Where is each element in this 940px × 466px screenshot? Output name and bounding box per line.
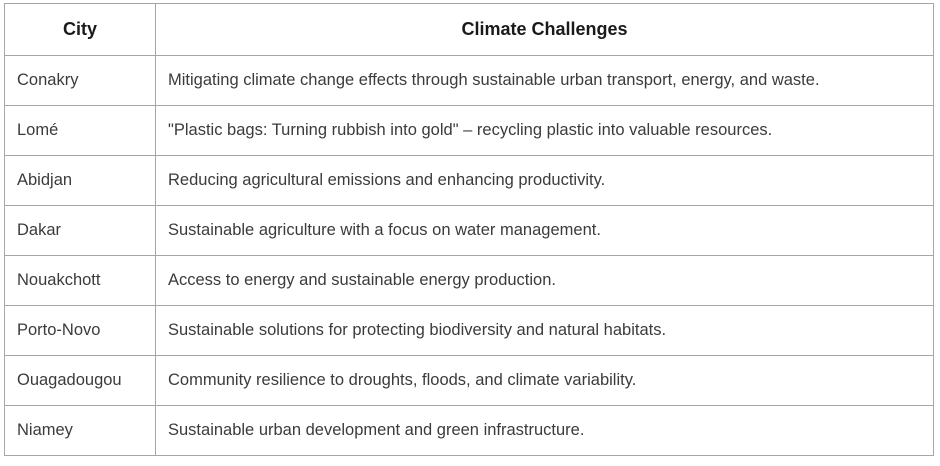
challenge-cell: Reducing agricultural emissions and enha… [155, 155, 934, 206]
city-cell: Dakar [4, 205, 156, 256]
table-row: Ouagadougou Community resilience to drou… [4, 355, 934, 406]
column-header-challenges: Climate Challenges [155, 3, 934, 56]
table-row: Dakar Sustainable agriculture with a foc… [4, 205, 934, 256]
challenge-cell: Sustainable urban development and green … [155, 405, 934, 456]
city-cell: Ouagadougou [4, 355, 156, 406]
challenge-cell: Sustainable agriculture with a focus on … [155, 205, 934, 256]
column-header-city: City [4, 3, 156, 56]
table-row: Nouakchott Access to energy and sustaina… [4, 255, 934, 306]
header-row: City Climate Challenges [4, 3, 934, 56]
table-row: Niamey Sustainable urban development and… [4, 405, 934, 456]
table-row: Lomé "Plastic bags: Turning rubbish into… [4, 105, 934, 156]
challenge-cell: Mitigating climate change effects throug… [155, 55, 934, 106]
table-row: Conakry Mitigating climate change effect… [4, 55, 934, 106]
city-cell: Porto-Novo [4, 305, 156, 356]
challenge-cell: Community resilience to droughts, floods… [155, 355, 934, 406]
page-body: City Climate Challenges Conakry Mitigati… [4, 3, 934, 456]
city-cell: Conakry [4, 55, 156, 106]
table-row: Porto-Novo Sustainable solutions for pro… [4, 305, 934, 356]
city-climate-table: City Climate Challenges Conakry Mitigati… [4, 3, 934, 456]
city-cell: Niamey [4, 405, 156, 456]
city-cell: Lomé [4, 105, 156, 156]
city-cell: Nouakchott [4, 255, 156, 306]
challenge-cell: Access to energy and sustainable energy … [155, 255, 934, 306]
city-cell: Abidjan [4, 155, 156, 206]
table-row: Abidjan Reducing agricultural emissions … [4, 155, 934, 206]
challenge-cell: "Plastic bags: Turning rubbish into gold… [155, 105, 934, 156]
challenge-cell: Sustainable solutions for protecting bio… [155, 305, 934, 356]
